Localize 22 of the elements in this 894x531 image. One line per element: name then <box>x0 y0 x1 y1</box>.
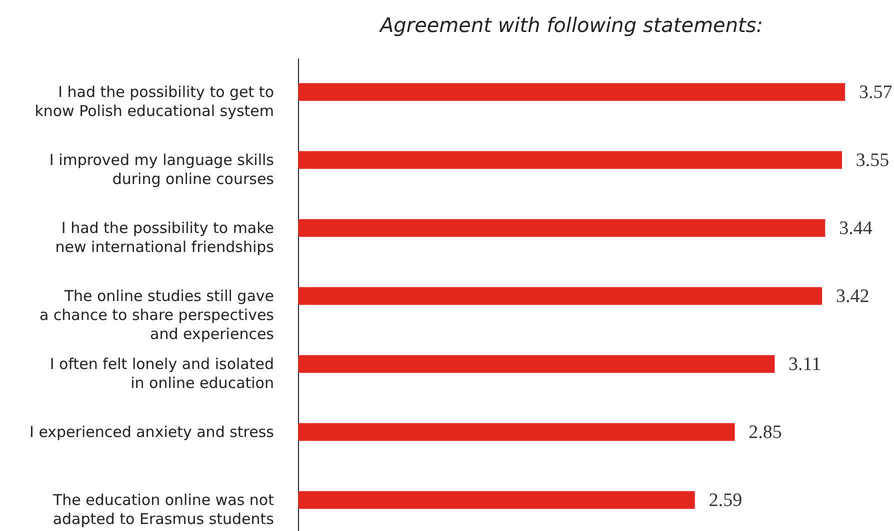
chart-title: Agreement with following statements: <box>378 13 764 37</box>
data-label: 3.44 <box>839 218 873 239</box>
y-tick-label: I had the possibility to make new international friendships <box>55 219 274 256</box>
y-tick-label: I experienced anxiety and stress <box>30 423 274 441</box>
bar <box>298 355 775 373</box>
y-tick-label: The online studies still gave a chance to share perspectives and experiences <box>39 287 274 343</box>
data-label: 3.57 <box>859 82 892 103</box>
y-tick-label: I had the possibility to get to know Polish educational system <box>34 83 274 120</box>
data-label: 2.85 <box>748 422 782 443</box>
bar <box>298 423 735 441</box>
data-label: 3.42 <box>836 286 870 307</box>
y-tick-label: The education online was not adapted to Erasmus students <box>52 491 274 528</box>
data-label: 3.11 <box>788 354 822 375</box>
bar <box>298 151 842 169</box>
y-tick-label: I often felt lonely and isolated in online education <box>50 355 274 392</box>
bar <box>298 287 822 305</box>
data-label: 3.55 <box>856 150 890 171</box>
y-tick-label: I improved my language skills during online courses <box>49 151 274 188</box>
data-label: 2.59 <box>708 490 742 511</box>
bar <box>298 491 695 509</box>
bar <box>298 219 826 237</box>
bar <box>298 83 845 101</box>
